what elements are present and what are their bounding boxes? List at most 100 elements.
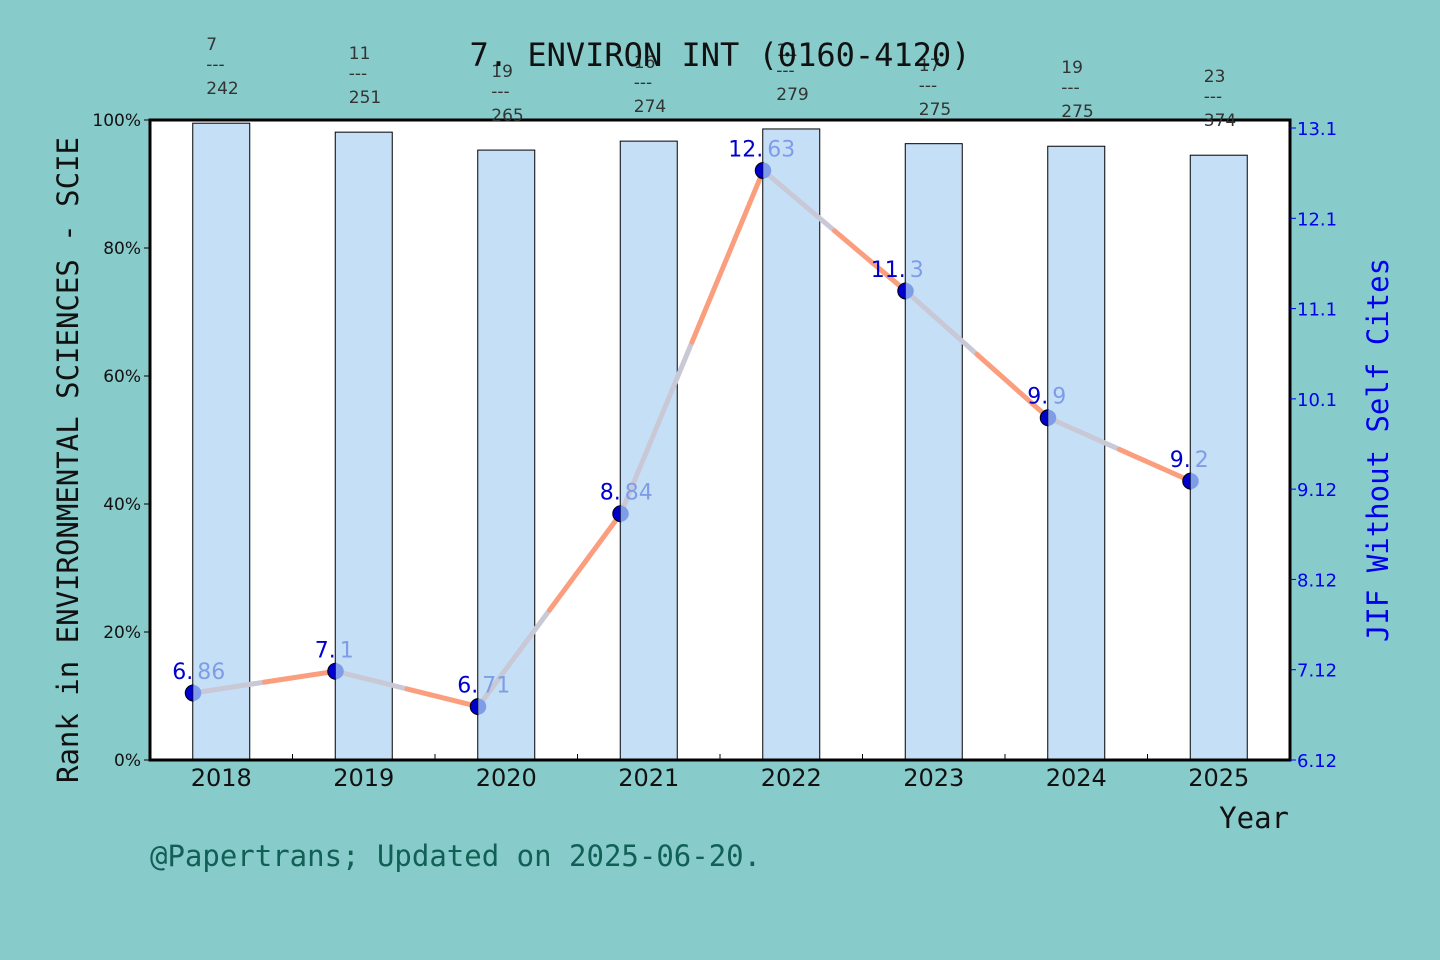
left-tick-label: 40% (103, 495, 141, 515)
rank-divider: --- (634, 73, 652, 93)
rank-total: 279 (776, 85, 808, 105)
left-tick-label: 60% (103, 367, 141, 387)
point-label-int: 9. (1027, 385, 1048, 410)
bar-series (192, 122, 1248, 761)
line-segment (1045, 415, 1122, 452)
rank-divider: --- (349, 64, 367, 84)
data-point (184, 684, 194, 702)
line-segment (832, 228, 909, 294)
rank-total: 274 (634, 97, 666, 117)
bar-2025 (1189, 154, 1248, 761)
line-segment (262, 668, 339, 685)
data-point (754, 162, 764, 180)
bar-2023 (904, 143, 963, 761)
rank-numerator: 11 (349, 44, 371, 64)
point-label-int: 7. (315, 638, 336, 663)
right-tick-label: 7.12 (1297, 661, 1337, 682)
point-label-int: 6. (172, 660, 193, 685)
right-axis-ticks: 6.12 7.12 8.12 9.12 10.1 11.1 12.1 13.1 (1290, 119, 1337, 772)
bar-2019 (334, 131, 393, 761)
line-segment (689, 168, 766, 345)
plot-area (150, 120, 1290, 760)
point-label-dec: 63 (767, 138, 795, 163)
data-point (193, 684, 202, 701)
line-segment (547, 511, 624, 613)
rank-numerator: 23 (1204, 67, 1226, 87)
point-label-dec: 71 (482, 674, 510, 699)
right-axis-label: JIF Without Self Cites (1361, 258, 1395, 642)
right-tick-label: 12.1 (1297, 209, 1337, 230)
point-label-dec: 2 (1195, 448, 1209, 473)
left-tick-label: 100% (92, 111, 141, 131)
point-label-int: 6. (457, 674, 478, 699)
x-axis-ticks: 2018 2019 2020 2021 2022 2023 2024 2025 (191, 754, 1249, 792)
rank-total: 275 (1061, 102, 1093, 122)
rank-divider: --- (776, 61, 794, 81)
bar-2022 (762, 128, 821, 761)
rank-total: 242 (206, 79, 238, 99)
line-segment (333, 668, 410, 692)
right-tick-label: 13.1 (1297, 119, 1337, 140)
bar-2024 (1047, 145, 1106, 761)
right-tick-label: 11.1 (1297, 300, 1337, 321)
point-label-dec: 3 (910, 258, 924, 283)
line-segment (618, 339, 695, 517)
line-segment (903, 288, 980, 357)
bar-2020 (477, 149, 536, 761)
point-label-int: 11. (871, 258, 906, 283)
x-tick-label: 2024 (1046, 764, 1107, 792)
point-label-int: 9. (1170, 448, 1191, 473)
data-point (478, 698, 487, 715)
point-label-dec: 9 (1052, 385, 1066, 410)
x-tick-label: 2023 (903, 764, 964, 792)
rank-total: 251 (349, 88, 381, 108)
rank-divider: --- (919, 76, 937, 96)
x-tick-label: 2022 (761, 764, 822, 792)
rank-numerator: 19 (491, 62, 513, 82)
rank-divider: --- (1204, 87, 1222, 107)
data-point (905, 282, 914, 299)
right-tick-label: 10.1 (1297, 390, 1337, 411)
point-label-dec: 86 (197, 660, 225, 685)
rank-divider: --- (1061, 78, 1079, 98)
rank-numerator: 16 (634, 53, 656, 73)
rank-numerator: 11 (776, 41, 798, 61)
left-tick-label: 80% (103, 239, 141, 259)
line-segment (475, 607, 552, 710)
point-label-int: 8. (600, 481, 621, 506)
x-tick-label: 2020 (476, 764, 537, 792)
data-point (1039, 409, 1049, 427)
rank-labels: 7---24211---25119---26516---27411---2791… (206, 35, 1236, 131)
x-tick-label: 2018 (191, 764, 252, 792)
rank-total: 265 (491, 106, 523, 126)
data-point (335, 663, 344, 680)
data-point (469, 698, 479, 716)
right-tick-label: 6.12 (1297, 751, 1337, 772)
rank-numerator: 19 (1061, 58, 1083, 78)
x-tick-label: 2019 (333, 764, 394, 792)
data-point (1190, 473, 1199, 490)
footer-credit: @Papertrans; Updated on 2025-06-20. (150, 839, 761, 873)
line-segment (190, 679, 267, 696)
rank-total: 374 (1204, 111, 1236, 131)
data-point (1048, 409, 1057, 426)
x-tick-label: 2021 (618, 764, 679, 792)
left-axis-ticks: 0% 20% 40% 60% 80% 100% (92, 111, 150, 771)
point-label-dec: 84 (625, 481, 653, 506)
data-points (184, 162, 1199, 716)
x-axis-label: Year (1219, 801, 1289, 835)
rank-total: 275 (919, 100, 951, 120)
data-point (897, 282, 907, 300)
data-point (620, 505, 629, 522)
right-tick-label: 9.12 (1297, 480, 1337, 501)
left-tick-label: 0% (114, 751, 141, 771)
rank-numerator: 7 (206, 35, 217, 55)
rank-divider: --- (206, 55, 224, 75)
line-series (190, 168, 1194, 710)
line-segment (974, 351, 1051, 421)
rank-numerator: 17 (919, 56, 941, 76)
left-axis-label: Rank in ENVIRONMENTAL SCIENCES - SCIE (51, 137, 85, 783)
data-point (1182, 472, 1192, 490)
